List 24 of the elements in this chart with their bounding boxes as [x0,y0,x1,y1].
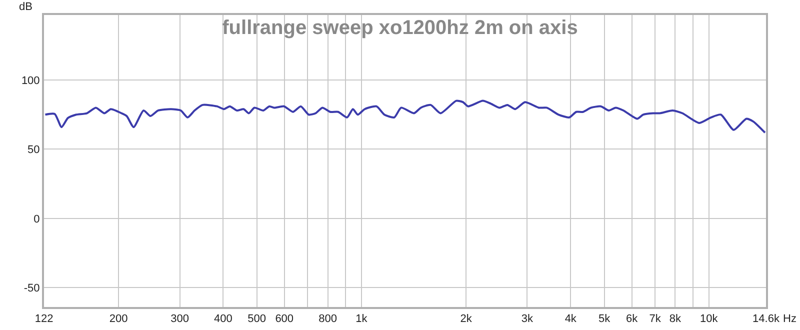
x-tick-label: 200 [109,313,128,326]
x-tick-label: 500 [248,313,266,326]
x-tick-label: 1k [356,313,368,326]
x-tick-label: 800 [318,313,337,326]
y-tick-label: -50 [24,282,40,294]
y-tick-label: 0 [34,213,40,226]
y-axis-title: dB [19,1,32,13]
x-tick-label: 122 [34,313,54,326]
x-tick-label: 14.6k [752,313,780,326]
x-tick-label: 5k [598,313,611,326]
x-tick-label: 4k [564,313,577,326]
x-tick-label: 400 [214,313,232,326]
x-tick-label: 600 [275,313,294,326]
x-axis-title: Hz [783,313,796,325]
x-tick-label: 3k [521,313,534,326]
x-tick-label: 2k [460,313,472,326]
x-tick-label: 8k [669,313,682,326]
x-tick-label: 300 [170,313,189,326]
x-tick-label: 6k [626,313,638,326]
chart-title: fullrange sweep xo1200hz 2m on axis [222,16,578,39]
y-tick-label: 100 [21,74,40,87]
y-tick-label: 50 [28,144,40,156]
x-tick-label: 10k [700,313,718,326]
x-tick-label: 7k [649,313,662,326]
